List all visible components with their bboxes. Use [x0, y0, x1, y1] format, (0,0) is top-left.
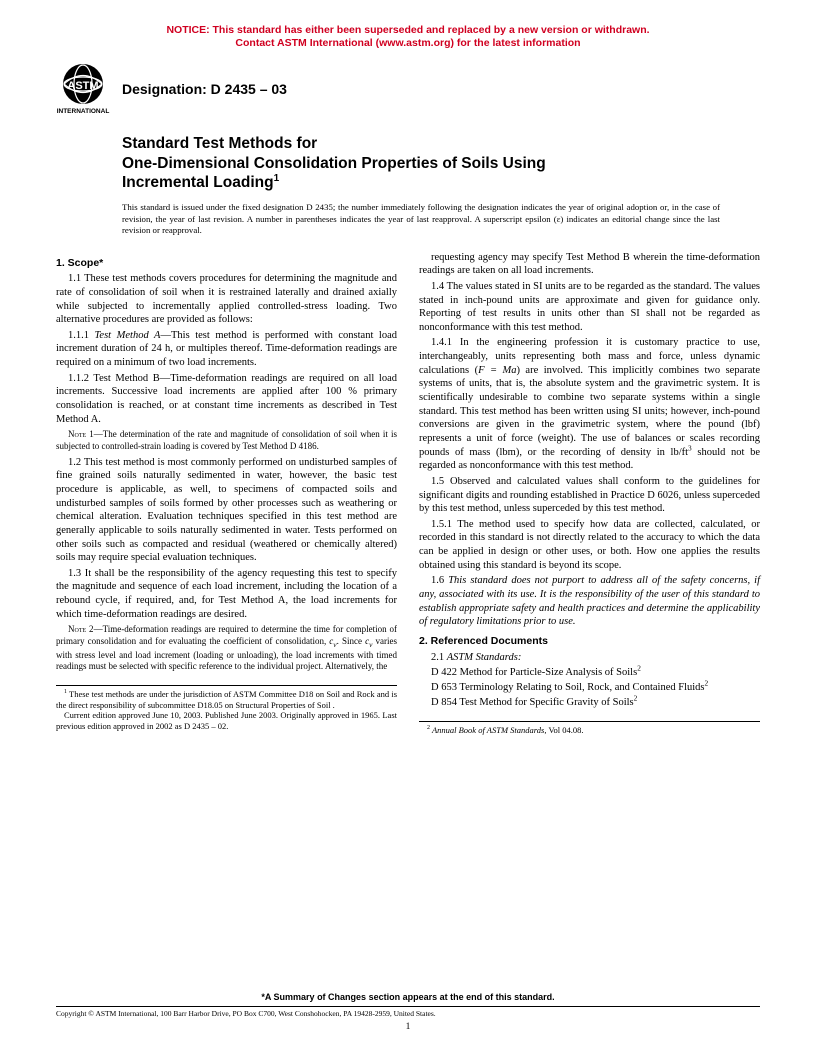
copyright: Copyright © ASTM International, 100 Barr…: [56, 1006, 760, 1018]
para-1-1-1: 1.1.1 Test Method A—This test method is …: [56, 329, 397, 370]
title-main: Standard Test Methods for One-Dimensiona…: [122, 134, 760, 192]
title-line3: Incremental Loading: [122, 174, 274, 191]
ref-d854: D 854 Test Method for Specific Gravity o…: [437, 696, 760, 710]
para-1-1: 1.1 These test methods covers procedures…: [56, 272, 397, 327]
para-1-3: 1.3 It shall be the responsibility of th…: [56, 567, 397, 622]
designation: Designation: D 2435 – 03: [122, 81, 287, 97]
title-block: Standard Test Methods for One-Dimensiona…: [122, 134, 760, 192]
note-2: Note 2—Time-deformation readings are req…: [56, 624, 397, 673]
notice-line2: Contact ASTM International (www.astm.org…: [235, 37, 580, 49]
para-requesting: requesting agency may specify Test Metho…: [419, 251, 760, 278]
page-number: 1: [56, 1022, 760, 1032]
title-sup: 1: [274, 173, 280, 184]
summary-line: *A Summary of Changes section appears at…: [56, 992, 760, 1002]
issued-note: This standard is issued under the fixed …: [122, 202, 720, 236]
para-1-4-1: 1.4.1 In the engineering profession it i…: [419, 336, 760, 472]
para-1-6: 1.6 This standard does not purport to ad…: [419, 574, 760, 629]
para-1-4: 1.4 The values stated in SI units are to…: [419, 280, 760, 335]
title-line1: Standard Test Methods for: [122, 135, 317, 152]
notice-banner: NOTICE: This standard has either been su…: [56, 24, 760, 50]
para-1-5-1: 1.5.1 The method used to specify how dat…: [419, 518, 760, 573]
para-1-5: 1.5 Observed and calculated values shall…: [419, 475, 760, 516]
header-row: ASTM INTERNATIONAL Designation: D 2435 –…: [56, 62, 760, 116]
notice-line1: NOTICE: This standard has either been su…: [166, 24, 649, 36]
footnotes-left: 1 These test methods are under the juris…: [56, 685, 397, 732]
ref-d653: D 653 Terminology Relating to Soil, Rock…: [437, 681, 760, 695]
ref-d422: D 422 Method for Particle-Size Analysis …: [437, 666, 760, 680]
section-1-head: 1. Scope*: [56, 257, 397, 271]
para-2-1: 2.1 ASTM Standards:: [419, 651, 760, 665]
svg-text:ASTM: ASTM: [67, 80, 98, 92]
footnotes-right: 2 Annual Book of ASTM Standards, Vol 04.…: [419, 721, 760, 736]
title-line2: One-Dimensional Consolidation Properties…: [122, 155, 546, 172]
note-1: Note 1—The determination of the rate and…: [56, 429, 397, 452]
para-1-1-2: 1.1.2 Test Method B—Time-deformation rea…: [56, 372, 397, 427]
svg-text:INTERNATIONAL: INTERNATIONAL: [57, 108, 110, 115]
body-columns: 1. Scope* 1.1 These test methods covers …: [56, 251, 760, 736]
para-1-2: 1.2 This test method is most commonly pe…: [56, 456, 397, 565]
page-footer: *A Summary of Changes section appears at…: [56, 992, 760, 1032]
section-2-head: 2. Referenced Documents: [419, 635, 760, 649]
astm-logo: ASTM INTERNATIONAL: [56, 62, 110, 116]
